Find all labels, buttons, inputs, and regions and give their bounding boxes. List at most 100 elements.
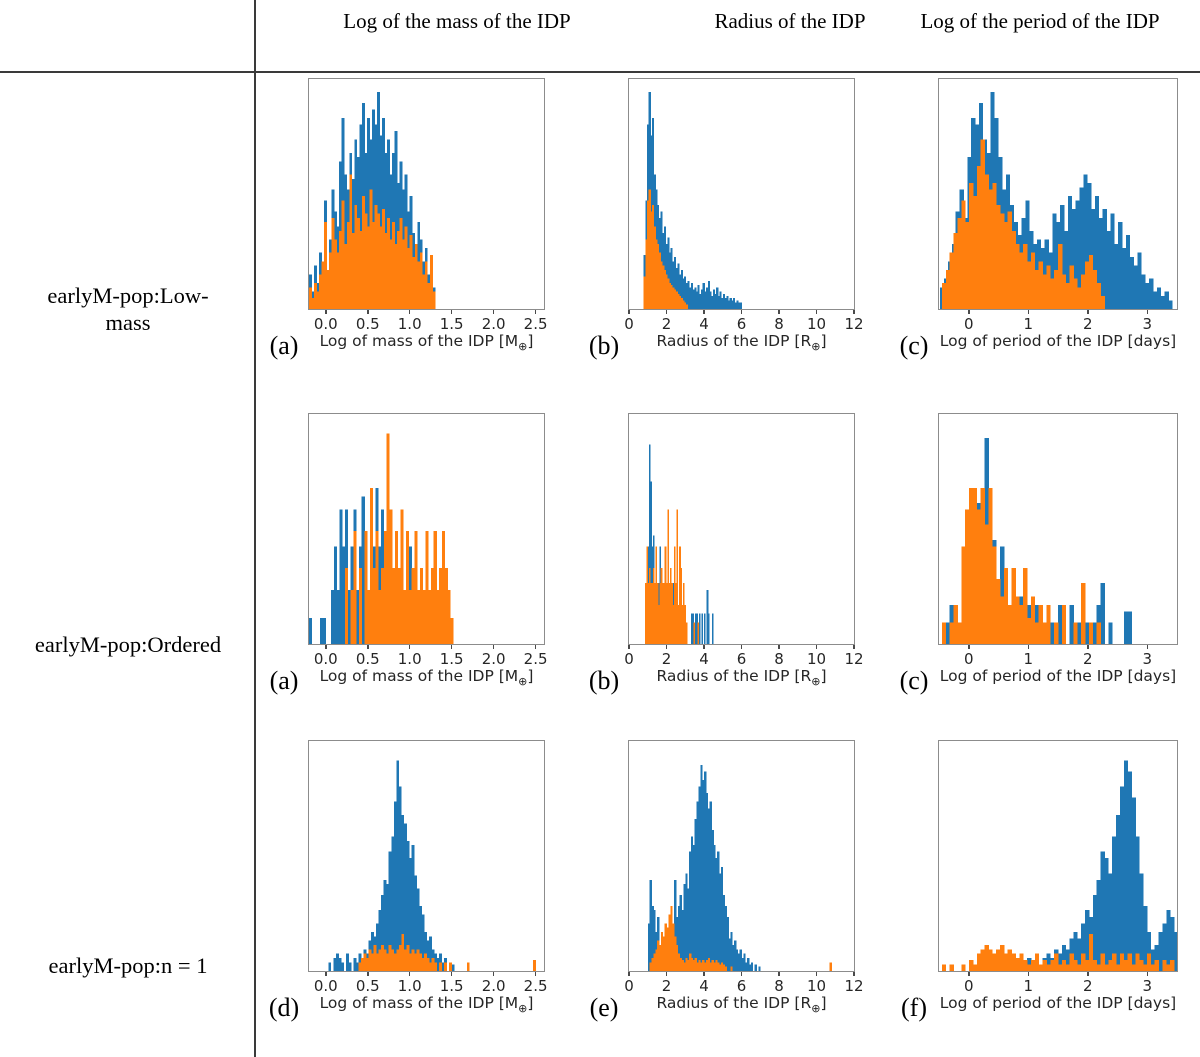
x-axis-tick	[492, 972, 495, 976]
x-axis-label-text: Log of period of the IDP [days]	[939, 332, 1177, 350]
x-tick-label: 2.0	[481, 315, 506, 333]
x-tick-label: 0	[963, 977, 974, 995]
x-tick-label: 0.0	[313, 977, 338, 995]
x-axis-tick	[367, 972, 369, 976]
x-axis-tick	[815, 645, 818, 649]
x-tick-label: 2.5	[523, 315, 548, 333]
histogram-bars	[328, 760, 537, 971]
x-tick-label: 3	[1142, 977, 1153, 995]
x-tick-label: 1.5	[439, 650, 464, 668]
x-axis-tick	[665, 972, 668, 976]
panel-letter: (d)	[268, 993, 300, 1022]
x-axis-tick	[1027, 310, 1029, 314]
x-axis-tick	[703, 972, 705, 976]
x-axis-tick	[628, 972, 630, 976]
x-axis-label-text: ]	[820, 667, 827, 685]
x-tick-label: 2.5	[523, 977, 548, 995]
x-axis-tick	[450, 972, 453, 976]
x-tick-label: 0	[963, 650, 974, 668]
x-axis-tick	[815, 972, 818, 976]
x-tick-label: 8	[774, 977, 784, 995]
histogram-bars	[941, 437, 1132, 644]
histogram-bars	[309, 92, 436, 309]
x-axis-label-text: Log of mass of the IDP [M	[319, 667, 519, 685]
column-title-radius: Radius of the IDP	[714, 9, 866, 33]
x-axis-tick	[853, 645, 855, 649]
x-axis-label: Log of period of the IDP [days]	[928, 332, 1188, 350]
x-axis-label-text: Log of mass of the IDP [M	[319, 332, 519, 350]
panel-letter: (c)	[899, 666, 929, 695]
row-label-line: earlyM-pop:Low-	[47, 283, 209, 308]
earth-symbol-subscript: ⊕	[518, 340, 528, 354]
x-axis-label: Log of period of the IDP [days]	[928, 667, 1188, 685]
x-tick-label: 0	[963, 315, 974, 333]
x-axis-tick	[703, 310, 705, 314]
x-tick-label: 4	[699, 315, 709, 333]
x-axis-label-text: Radius of the IDP [R	[656, 667, 812, 685]
x-axis-tick	[665, 645, 668, 649]
x-axis-label-text: ]	[527, 667, 534, 685]
earth-symbol-subscript: ⊕	[811, 675, 821, 689]
x-tick-label: 0.5	[355, 315, 380, 333]
x-tick-label: 2	[661, 650, 672, 668]
x-tick-label: 2.0	[481, 977, 506, 995]
x-axis-label-text: ]	[527, 332, 534, 350]
x-tick-label: 0.5	[355, 650, 380, 668]
x-axis-label-text: ]	[820, 332, 827, 350]
panel-letter: (a)	[269, 666, 299, 695]
panel-letter: (f)	[901, 993, 927, 1022]
x-axis-tick	[1027, 972, 1029, 976]
x-axis-tick	[665, 310, 668, 314]
x-axis-label: Radius of the IDP [R⊕]	[618, 994, 865, 1015]
x-axis-tick	[325, 645, 327, 649]
panel-letter: (b)	[588, 666, 620, 695]
row-label-line: mass	[105, 310, 151, 335]
earth-symbol-subscript: ⊕	[811, 340, 821, 354]
x-tick-label: 2	[1082, 315, 1093, 333]
x-axis-tick	[534, 972, 537, 976]
plot-frame-r2c3	[938, 413, 1178, 645]
x-tick-label: 4	[699, 977, 709, 995]
x-axis-label-text: ]	[527, 994, 534, 1012]
x-tick-label: 10	[806, 650, 827, 668]
x-tick-label: 1.5	[439, 315, 464, 333]
x-axis-tick	[1087, 310, 1089, 314]
panel-letter: (c)	[899, 331, 929, 360]
panel-letter: (a)	[269, 331, 299, 360]
x-axis-tick	[853, 310, 855, 314]
x-tick-label: 6	[736, 315, 747, 333]
x-axis-tick	[740, 310, 743, 314]
x-axis-tick	[408, 645, 411, 649]
x-axis-tick	[325, 972, 327, 976]
row-label-lowmass: earlyM-pop:Low- mass	[8, 282, 248, 336]
x-tick-label: 3	[1142, 650, 1153, 668]
x-tick-label: 0	[624, 315, 634, 333]
x-axis-label: Radius of the IDP [R⊕]	[618, 667, 865, 688]
x-tick-label: 12	[844, 977, 864, 995]
x-tick-label: 2	[1082, 977, 1093, 995]
x-axis-tick	[1146, 972, 1148, 976]
x-tick-label: 1.0	[397, 977, 422, 995]
x-axis-tick	[367, 310, 369, 314]
row-label-ordered: earlyM-pop:Ordered	[8, 631, 248, 658]
x-tick-label: 1.0	[397, 315, 422, 333]
row-label-line: earlyM-pop:Ordered	[34, 632, 222, 657]
x-axis-tick	[815, 310, 818, 314]
histogram-bars	[644, 444, 714, 644]
column-title-period: Log of the period of the IDP	[920, 9, 1160, 33]
x-tick-label: 2	[661, 315, 672, 333]
x-tick-label: 4	[699, 650, 709, 668]
x-axis-label: Radius of the IDP [R⊕]	[618, 332, 865, 353]
row-label-line: earlyM-pop:n = 1	[48, 953, 208, 978]
x-axis-tick	[1146, 310, 1148, 314]
x-tick-label: 1.5	[439, 977, 464, 995]
x-tick-label: 2.5	[523, 650, 548, 668]
earth-symbol-subscript: ⊕	[518, 1002, 528, 1016]
x-axis-tick	[853, 972, 855, 976]
x-axis-tick	[628, 645, 630, 649]
x-axis-tick	[778, 310, 780, 314]
header-divider	[0, 71, 1200, 73]
x-axis-label-text: Radius of the IDP [R	[656, 994, 812, 1012]
x-tick-label: 8	[774, 315, 784, 333]
x-axis-tick	[325, 310, 327, 314]
